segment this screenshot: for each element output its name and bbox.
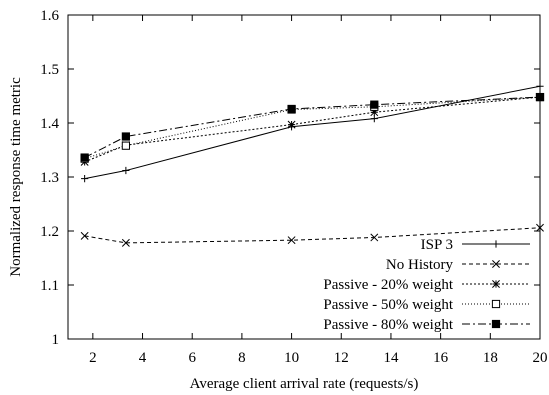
x-tick-label: 8	[238, 350, 246, 366]
data-point	[370, 115, 378, 123]
x-tick-label: 14	[383, 350, 399, 366]
plot-frame	[67, 14, 541, 340]
data-point	[80, 231, 89, 240]
legend: ISP 3 No History Passive - 20% weight Passi…	[323, 237, 530, 333]
data-point	[535, 92, 545, 102]
x-axis-label: Average client arrival rate (requests/s)	[190, 376, 419, 392]
x-tick-label: 20	[533, 350, 548, 366]
x-tick-label: 12	[334, 350, 349, 366]
legend-item: Passive - 20% weight	[323, 277, 530, 293]
x-tick-label: 6	[188, 350, 196, 366]
legend-item: No History	[386, 257, 530, 273]
data-point	[370, 233, 379, 242]
data-point	[491, 299, 501, 309]
legend-label: Passive - 20% weight	[323, 277, 453, 293]
y-tick-label: 1.3	[40, 170, 59, 186]
data-point	[536, 82, 544, 90]
y-tick-label: 1.2	[40, 224, 59, 240]
x-tick-label: 2	[89, 350, 97, 366]
data-point	[121, 238, 130, 247]
data-point	[287, 104, 296, 114]
y-tick-label: 1.5	[40, 62, 59, 78]
series-line	[84, 96, 541, 163]
data-point	[492, 260, 500, 268]
y-tick-label: 1.1	[40, 278, 59, 294]
y-tick-label: 1.6	[40, 8, 59, 24]
data-point	[287, 236, 296, 245]
x-tick-label: 4	[139, 350, 147, 366]
data-point	[536, 223, 544, 232]
data-point	[122, 166, 130, 175]
data-point	[370, 108, 379, 117]
series-line	[84, 96, 541, 160]
data-point	[81, 175, 89, 183]
x-tick-label: 18	[483, 350, 498, 366]
y-axis-label: Normalized response time metric	[8, 77, 24, 277]
axis-ticks: 2 4 6 8 10 12 14 16 18 20 1 1.1 1.2 1.3 1.4 1.5 1.6	[40, 8, 547, 366]
data-point	[287, 120, 296, 129]
series	[80, 92, 545, 162]
y-tick-label: 1	[52, 332, 60, 348]
x-tick-label: 10	[284, 350, 299, 366]
data-point	[80, 153, 89, 162]
legend-label: Passive - 50% weight	[323, 297, 453, 313]
legend-label: ISP 3	[421, 237, 453, 253]
legend-label: No History	[386, 257, 454, 273]
legend-label: Passive - 80% weight	[323, 317, 453, 333]
series-group	[80, 82, 545, 247]
series-line	[84, 85, 541, 180]
series	[80, 93, 544, 166]
series-line	[84, 227, 541, 244]
series-line	[84, 96, 541, 159]
y-tick-label: 1.4	[40, 116, 59, 132]
legend-item: Passive - 80% weight	[323, 317, 530, 333]
data-point	[370, 100, 379, 109]
series	[80, 92, 545, 163]
data-point	[121, 132, 130, 141]
data-point	[492, 240, 500, 248]
legend-item: Passive - 50% weight	[323, 297, 530, 313]
data-point	[491, 319, 501, 329]
series	[80, 223, 544, 247]
data-point	[121, 141, 130, 150]
legend-item: ISP 3	[421, 237, 530, 253]
x-tick-label: 16	[433, 350, 449, 366]
data-point	[492, 280, 500, 288]
